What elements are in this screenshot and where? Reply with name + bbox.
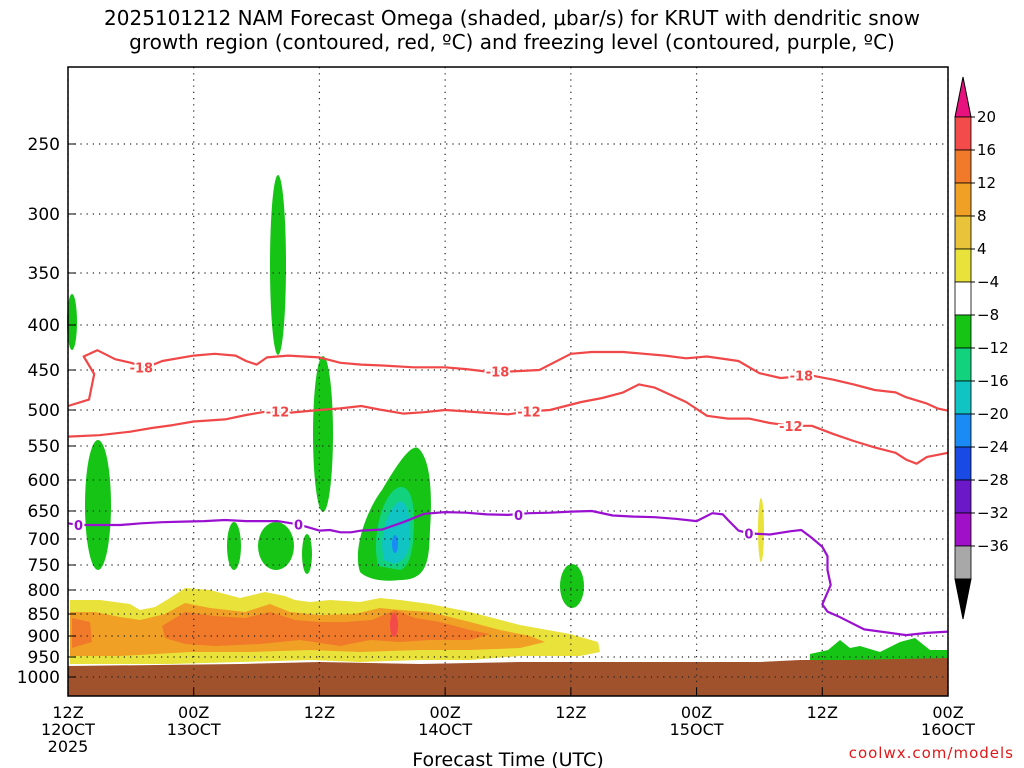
colorbar-swatch — [954, 380, 972, 415]
chart-title: 2025101212 NAM Forecast Omega (shaded, μ… — [0, 6, 1024, 54]
contour-lines: -18 -18 -18 -12 -12 -12 0 0 0 0 — [67, 349, 949, 637]
colorbar-label: 16 — [977, 141, 996, 159]
contour-label: -18 — [790, 370, 814, 385]
contour-label: -12 — [517, 405, 541, 420]
colorbar-swatch — [954, 116, 972, 151]
contour-dgz-m18 — [67, 349, 949, 412]
colorbar-swatch — [954, 281, 972, 316]
x-tick-label: 16OCT — [921, 720, 975, 739]
y-tick-label: 550 — [28, 437, 60, 457]
contour-freezing-level — [67, 509, 949, 637]
colorbar-label: −8 — [977, 306, 999, 324]
x-tick-label: 00Z — [429, 703, 460, 722]
y-tick-label: 650 — [28, 502, 60, 522]
colorbar-swatch — [954, 413, 972, 448]
colorbar-swatch — [954, 479, 972, 514]
x-tick-label: 15OCT — [670, 720, 724, 739]
contour-label: -12 — [779, 420, 803, 435]
ground-surface — [68, 658, 948, 696]
colorbar-label: −32 — [977, 504, 1009, 522]
colorbar-label: −24 — [977, 438, 1009, 456]
x-tick-label: 14OCT — [418, 720, 472, 739]
chart-title-line1: 2025101212 NAM Forecast Omega (shaded, μ… — [104, 6, 920, 30]
y-tick-label: 450 — [28, 361, 60, 381]
omega-cyan-core — [382, 501, 411, 564]
omega-shading — [67, 175, 948, 664]
colorbar-swatch — [954, 347, 972, 382]
colorbar-swatch — [954, 314, 972, 349]
colorbar-label: 8 — [977, 207, 987, 225]
x-tick-label: 2025 — [48, 737, 89, 756]
omega-yellow-cell — [758, 498, 764, 562]
y-tick-label: 850 — [28, 605, 60, 625]
colorbar-label: 12 — [977, 174, 996, 192]
colorbar-swatch — [954, 248, 972, 283]
omega-red-spot — [390, 613, 398, 637]
colorbar-bottom-arrow — [954, 578, 972, 620]
contour-label: -18 — [130, 361, 154, 376]
colorbar-swatch — [954, 182, 972, 217]
colorbar-label: −36 — [977, 537, 1009, 555]
y-tick-label: 600 — [28, 471, 60, 491]
y-tick-label: 350 — [28, 264, 60, 284]
colorbar-label: 20 — [977, 108, 996, 126]
x-tick-label: 12Z — [52, 703, 83, 722]
omega-orange-band — [72, 610, 490, 648]
colorbar-swatch — [954, 512, 972, 547]
y-axis: 2503003504004505005506006507007508008509… — [17, 135, 76, 688]
plot-frame — [67, 66, 949, 697]
x-tick-label: 13OCT — [167, 720, 221, 739]
y-tick-label: 400 — [28, 316, 60, 336]
colorbar-label: −20 — [977, 405, 1009, 423]
colorbar-swatch — [954, 215, 972, 250]
colorbar-swatch — [954, 446, 972, 481]
colorbar-swatch — [954, 149, 972, 184]
colorbar-label: −28 — [977, 471, 1009, 489]
x-tick-label: 00Z — [681, 703, 712, 722]
x-tick-label: 12Z — [807, 703, 838, 722]
contour-dgz-m12 — [67, 383, 949, 465]
colorbar-label: 4 — [977, 240, 987, 258]
omega-blue-core — [392, 535, 398, 553]
x-axis-title: Forecast Time (UTC) — [412, 749, 603, 768]
x-tick-label: 12Z — [555, 703, 586, 722]
y-tick-label: 800 — [28, 581, 60, 601]
contour-label: -12 — [266, 405, 290, 420]
colorbar-label: −16 — [977, 372, 1009, 390]
colorbar-label: −4 — [977, 273, 999, 291]
y-tick-label: 1000 — [17, 668, 60, 688]
omega-negative-cells — [67, 175, 948, 660]
x-tick-label: 00Z — [932, 703, 963, 722]
chart-title-line2: growth region (contoured, red, ºC) and f… — [129, 30, 895, 54]
y-tick-label: 250 — [28, 135, 60, 155]
y-tick-label: 500 — [28, 401, 60, 421]
contour-label: 0 — [514, 509, 523, 524]
colorbar-label: −12 — [977, 339, 1009, 357]
contour-label: 0 — [744, 527, 753, 542]
contour-label: 0 — [74, 519, 83, 534]
x-tick-label: 12OCT — [41, 720, 95, 739]
y-tick-label: 950 — [28, 648, 60, 668]
x-tick-label: 00Z — [178, 703, 209, 722]
contour-label: 0 — [294, 518, 303, 533]
x-tick-label: 12Z — [304, 703, 335, 722]
contour-label: -18 — [486, 366, 510, 381]
y-tick-label: 900 — [28, 627, 60, 647]
y-tick-label: 700 — [28, 530, 60, 550]
colorbar-top-arrow — [954, 76, 972, 118]
credit-text: coolwx.com/models — [848, 744, 1014, 762]
colorbar: 20 16 12 8 4 −4 −8 −12 −16 −20 −24 −28 −32 −36 — [954, 76, 1009, 620]
y-tick-label: 750 — [28, 556, 60, 576]
y-tick-label: 300 — [28, 205, 60, 225]
colorbar-swatch — [954, 545, 972, 580]
